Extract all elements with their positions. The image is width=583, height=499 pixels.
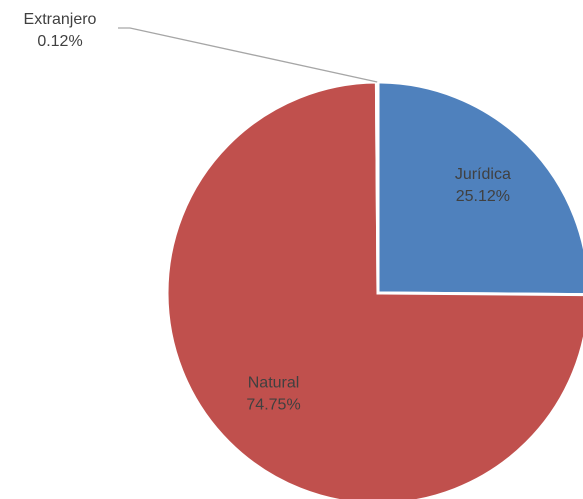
- pie-slice: [376, 80, 583, 297]
- label-value: 25.12%: [456, 188, 510, 205]
- label-name: Natural: [248, 374, 300, 391]
- data-label: Extranjero 0.12%: [24, 11, 97, 50]
- label-value: 74.75%: [246, 396, 300, 413]
- data-label: Natural 74.75%: [246, 374, 300, 413]
- label-name: Extranjero: [24, 11, 97, 28]
- label-value: 0.12%: [37, 33, 82, 50]
- label-name: Jurídica: [455, 166, 511, 183]
- pie-slice: [374, 80, 380, 294]
- leader-line: [118, 27, 378, 83]
- data-label: Jurídica 25.12%: [455, 166, 511, 205]
- pie-slice: [165, 80, 583, 499]
